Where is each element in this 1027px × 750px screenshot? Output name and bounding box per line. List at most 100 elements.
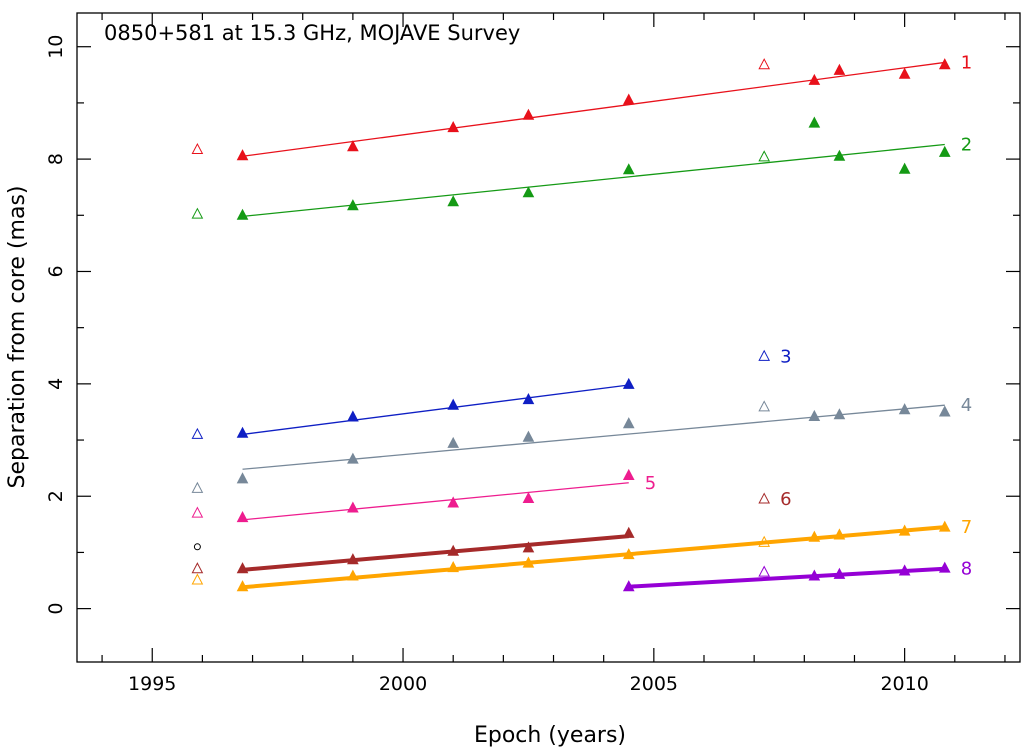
point-7 — [622, 548, 635, 560]
point-5 — [622, 468, 635, 480]
component-labels: 1 2 3 4 5 6 7 8 — [645, 52, 972, 579]
point-7 — [938, 520, 951, 532]
point-4 — [833, 408, 846, 420]
point-1 — [347, 140, 359, 152]
point-6 — [236, 562, 249, 574]
point-4 — [758, 400, 771, 412]
x-tick-label: 2005 — [630, 673, 678, 695]
point-8 — [898, 564, 911, 576]
point-2 — [758, 150, 771, 162]
point-6 — [347, 553, 359, 565]
y-axis-ticks: 0 2 4 6 8 10 — [45, 35, 1020, 615]
x-axis-ticks: 1995 2000 2005 2010 — [101, 13, 1006, 695]
fit-line-3 — [242, 384, 629, 436]
point-4 — [447, 436, 460, 448]
component-label-2: 2 — [961, 134, 972, 155]
point-3 — [622, 377, 635, 389]
fit-line-7 — [242, 525, 945, 590]
point-3 — [191, 427, 204, 439]
point-1 — [758, 58, 771, 70]
point-7 — [898, 524, 911, 536]
point-7 — [447, 561, 460, 573]
point-4 — [191, 481, 204, 493]
y-tick-label: 10 — [45, 35, 67, 59]
point-7 — [833, 528, 846, 540]
point-3 — [236, 426, 249, 438]
point-8 — [938, 561, 951, 573]
component-label-6: 6 — [780, 489, 791, 510]
component-label-8: 8 — [961, 559, 972, 580]
point-1 — [622, 93, 635, 105]
point-5 — [236, 511, 249, 523]
point-6 — [758, 492, 771, 504]
component-label-5: 5 — [645, 473, 656, 494]
point-2 — [898, 162, 911, 174]
y-tick-label: 6 — [45, 265, 67, 277]
point-3 — [522, 393, 535, 405]
point-8 — [808, 569, 821, 581]
point-unidentified — [193, 543, 201, 551]
point-4 — [808, 409, 821, 421]
x-axis-title: Epoch (years) — [474, 723, 626, 748]
fit-lines — [242, 61, 945, 590]
fit-line-5 — [242, 482, 629, 521]
point-7 — [522, 556, 535, 568]
y-axis-title: Separation from core (mas) — [5, 186, 30, 489]
component-label-4: 4 — [961, 395, 972, 416]
chart-title: 0850+581 at 15.3 GHz, MOJAVE Survey — [104, 21, 520, 45]
point-5 — [191, 506, 204, 518]
point-2 — [447, 195, 460, 207]
point-2 — [522, 186, 535, 198]
point-7 — [191, 573, 204, 585]
fit-line-1 — [242, 61, 945, 157]
point-2 — [191, 207, 204, 219]
point-2 — [622, 163, 635, 175]
x-tick-label: 1995 — [128, 673, 176, 695]
point-6 — [522, 541, 535, 553]
component-label-7: 7 — [961, 517, 972, 538]
point-5 — [347, 501, 359, 513]
point-7 — [236, 580, 249, 592]
point-5 — [447, 496, 460, 508]
point-7 — [758, 535, 771, 547]
fit-line-8 — [628, 566, 945, 589]
y-tick-label: 0 — [45, 603, 67, 615]
point-1 — [833, 63, 846, 75]
y-tick-label: 2 — [45, 490, 67, 502]
point-4 — [236, 472, 249, 484]
point-4 — [622, 417, 635, 429]
point-1 — [898, 67, 911, 79]
point-4 — [898, 403, 911, 415]
point-7 — [808, 530, 821, 542]
component-label-1: 1 — [961, 52, 972, 73]
fit-line-4 — [242, 404, 945, 470]
point-1 — [191, 142, 204, 155]
x-tick-label: 2010 — [880, 673, 928, 695]
point-1 — [447, 121, 460, 133]
data-points — [191, 58, 951, 592]
fit-line-6 — [242, 534, 629, 572]
point-6 — [622, 526, 635, 538]
point-5 — [522, 491, 535, 503]
point-6 — [447, 544, 460, 556]
fit-line-2 — [242, 143, 945, 218]
y-tick-label: 8 — [45, 153, 67, 165]
point-1 — [808, 73, 821, 85]
point-1 — [938, 58, 951, 70]
point-8 — [758, 565, 771, 577]
point-1 — [236, 149, 249, 161]
point-3 — [347, 410, 359, 422]
point-3 — [447, 398, 460, 410]
point-8 — [622, 580, 635, 592]
point-2 — [938, 145, 951, 157]
point-4 — [938, 405, 951, 417]
point-4 — [347, 452, 359, 464]
plot-frame — [76, 12, 1021, 663]
point-3 — [758, 349, 771, 361]
y-tick-label: 4 — [45, 378, 67, 390]
point-2 — [347, 199, 359, 211]
point-1 — [522, 108, 535, 120]
point-7 — [347, 569, 359, 581]
